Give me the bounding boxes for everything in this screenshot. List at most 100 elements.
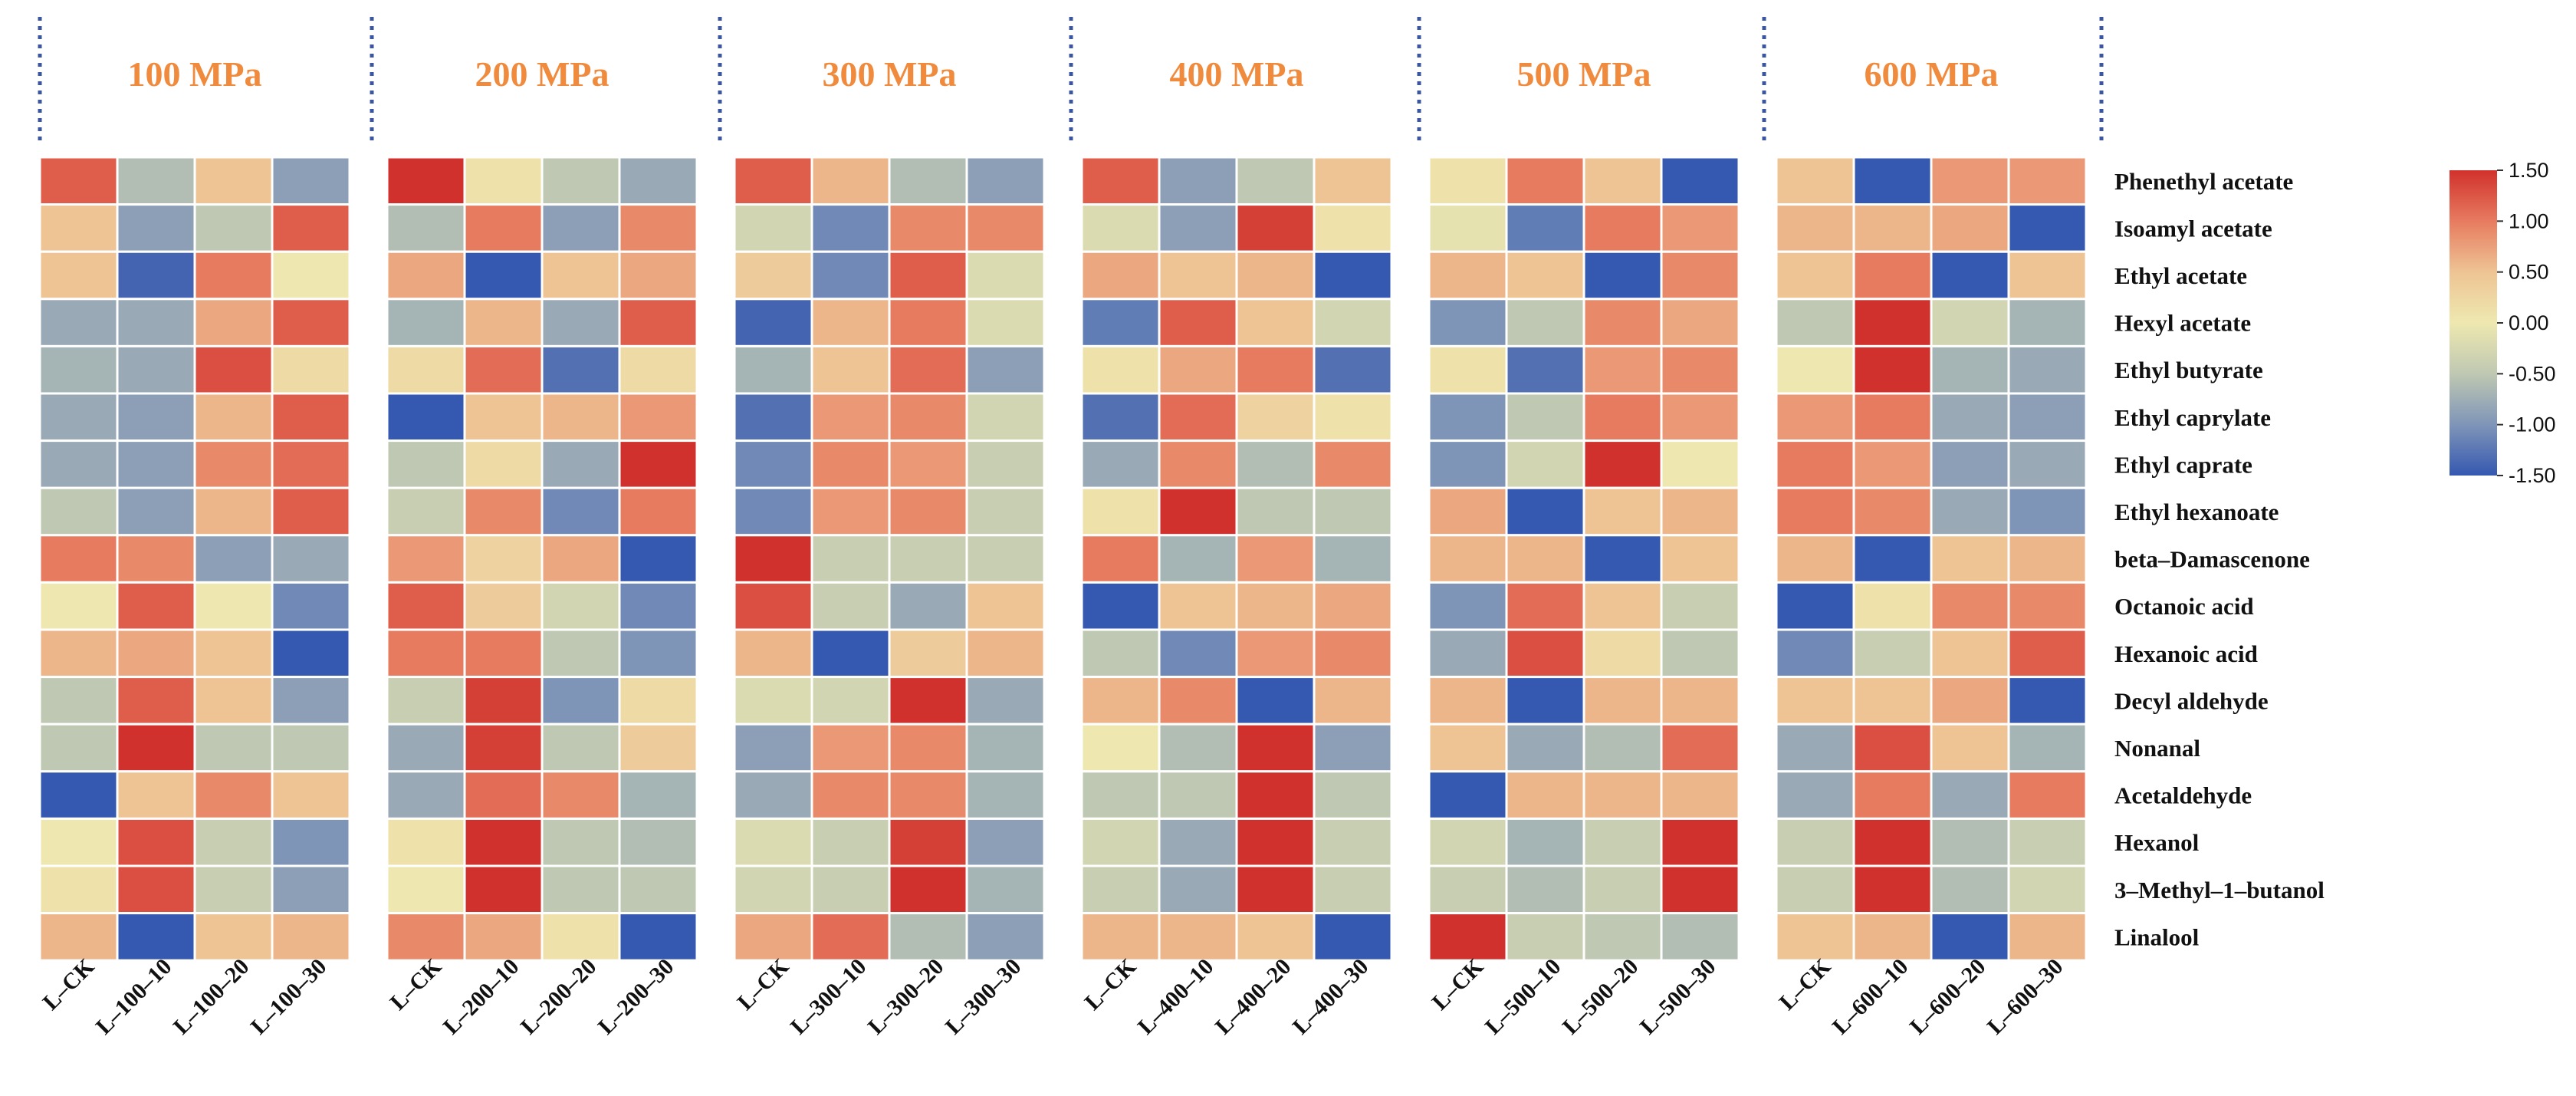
heatmap-cell xyxy=(1930,392,2010,443)
column-label: L–600–10 xyxy=(1828,954,1914,1040)
heatmap-cell xyxy=(193,581,274,631)
heatmap-cell xyxy=(2007,392,2088,443)
heatmap-cell xyxy=(2007,864,2088,915)
heatmap-cell xyxy=(733,250,813,301)
heatmap-cell xyxy=(463,344,544,395)
heatmap-cell xyxy=(618,817,698,867)
column-label: L–200–20 xyxy=(516,954,602,1040)
heatmap-cell xyxy=(463,864,544,915)
heatmap-cell xyxy=(1930,864,2010,915)
heatmap-cell xyxy=(888,344,968,395)
heatmap-cell xyxy=(193,770,274,820)
heatmap-cell xyxy=(386,298,466,347)
heatmap-cell xyxy=(1582,156,1663,206)
heatmap-cell xyxy=(810,912,891,962)
row-label: Hexyl acetate xyxy=(2114,310,2251,337)
row-label: Ethyl caprate xyxy=(2114,451,2252,478)
heatmap-cell xyxy=(1582,486,1663,537)
heatmap-cell xyxy=(1852,298,1933,347)
heatmap-cell xyxy=(463,628,544,679)
heatmap-cell xyxy=(1428,817,1508,867)
heatmap-cell xyxy=(1235,722,1316,773)
heatmap-cell xyxy=(810,817,891,867)
heatmap-cell xyxy=(1505,864,1585,915)
heatmap-cell xyxy=(116,392,196,443)
heatmap-cell xyxy=(965,486,1046,537)
heatmap-cell xyxy=(810,676,891,726)
row-labels: Phenethyl acetate Isoamyl acetate Ethyl ac… xyxy=(2114,168,2325,951)
heatmap-cell xyxy=(1235,817,1316,867)
heatmap-cell xyxy=(116,250,196,301)
heatmap-cell xyxy=(1660,486,1740,537)
heatmap-cell xyxy=(1313,864,1393,915)
heatmap-cell xyxy=(1313,770,1393,820)
colorbar-tick-label: 0.50 xyxy=(2509,261,2549,284)
column-label: L–500–20 xyxy=(1558,954,1644,1040)
heatmap-cell xyxy=(1158,770,1238,820)
heatmap-cell xyxy=(38,534,119,584)
heatmap-cell xyxy=(1930,770,2010,820)
heatmap-cell xyxy=(888,912,968,962)
heatmap-cell xyxy=(193,439,274,489)
heatmap-cell xyxy=(1158,864,1238,915)
colorbar-tick-label: 1.50 xyxy=(2509,159,2549,182)
row-label: Linalool xyxy=(2114,923,2200,950)
heatmap-cell xyxy=(116,534,196,584)
heatmap-cell xyxy=(1313,628,1393,679)
heatmap-cell xyxy=(116,203,196,253)
heatmap-cell xyxy=(1235,486,1316,537)
heatmap-cell xyxy=(618,156,698,206)
heatmap-cell xyxy=(1235,250,1316,301)
heatmap-cell xyxy=(2007,156,2088,206)
heatmap-cell xyxy=(1505,392,1585,443)
heatmap-cell xyxy=(2007,203,2088,253)
heatmap-cell xyxy=(271,676,351,726)
column-label: L–CK xyxy=(1775,953,1836,1015)
heatmap-cell xyxy=(193,344,274,395)
heatmap-cell xyxy=(1313,298,1393,347)
heatmap-cell xyxy=(386,203,466,253)
colorbar-ticks: 1.50 1.00 0.50 0.00 -0.50 -1.00 -1.50 xyxy=(2497,159,2556,487)
heatmap-cell xyxy=(1235,156,1316,206)
heatmap-cell xyxy=(463,581,544,631)
heatmap-cell xyxy=(116,156,196,206)
heatmap-cell xyxy=(618,676,698,726)
heatmap-cell xyxy=(1775,344,1855,395)
column-label: L–100–10 xyxy=(91,954,177,1040)
heatmap-cell xyxy=(733,298,813,347)
column-label: L–CK xyxy=(1428,953,1489,1015)
heatmap-cell xyxy=(1158,203,1238,253)
heatmap-cell xyxy=(965,156,1046,206)
heatmap-cell xyxy=(888,628,968,679)
column-label: L–500–10 xyxy=(1480,954,1566,1040)
heatmap-cell xyxy=(1158,534,1238,584)
heatmap-cell xyxy=(1582,864,1663,915)
heatmap-cell xyxy=(1660,817,1740,867)
heatmap-cell xyxy=(463,486,544,537)
colorbar-tick-label: 0.00 xyxy=(2509,311,2549,334)
heatmap-cell xyxy=(1505,912,1585,962)
heatmap-cell xyxy=(733,534,813,584)
heatmap-cell xyxy=(1582,534,1663,584)
heatmap-cell xyxy=(1158,676,1238,726)
heatmap-cell xyxy=(1080,817,1161,867)
heatmap-cell xyxy=(733,817,813,867)
heatmap-cell xyxy=(463,912,544,962)
heatmap-cell xyxy=(1775,156,1855,206)
heatmap-cell xyxy=(810,534,891,584)
heatmap-cell xyxy=(271,770,351,820)
heatmap-cell xyxy=(1080,156,1161,206)
heatmap-cell xyxy=(1313,676,1393,726)
heatmap-cell xyxy=(1235,864,1316,915)
column-label: L–600–30 xyxy=(1983,954,2068,1040)
heatmap-cell xyxy=(733,156,813,206)
heatmap-cell xyxy=(965,628,1046,679)
heatmap-cell xyxy=(1930,203,2010,253)
column-label: L–200–30 xyxy=(593,954,679,1040)
colorbar-gradient xyxy=(2450,170,2497,476)
row-label: Ethyl caprylate xyxy=(2114,404,2271,431)
heatmap-cell xyxy=(1930,298,2010,347)
colorbar-tick-label: -0.50 xyxy=(2509,362,2556,385)
heatmap-cell xyxy=(1852,439,1933,489)
